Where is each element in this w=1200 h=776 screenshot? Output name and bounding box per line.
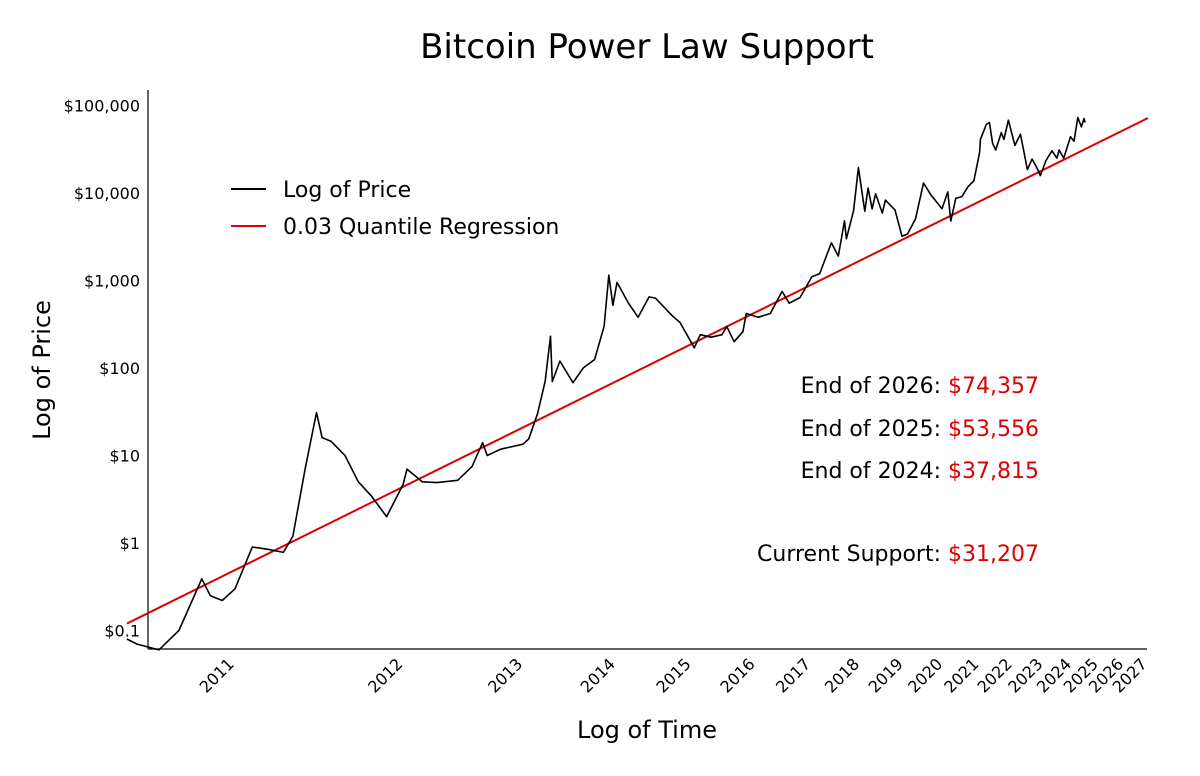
series-line-0-03-quantile-regression <box>126 117 1149 625</box>
x-tick-label: 2012 <box>364 654 406 696</box>
y-ticks: $0.1 $1 $10 $100 $1,000 $10,000 $100,000 <box>64 97 140 641</box>
x-tick-label: 2013 <box>484 654 526 696</box>
y-tick-label: $1,000 <box>84 272 140 291</box>
chart-title: Bitcoin Power Law Support <box>420 27 874 67</box>
y-tick-label: $100 <box>99 359 140 378</box>
x-tick-label: 2022 <box>974 654 1016 696</box>
x-tick-label: 2019 <box>865 654 907 696</box>
annotation-end-of-2024: End of 2024: $37,815 <box>801 459 1039 484</box>
x-tick-label: 2017 <box>772 654 814 696</box>
annotation-end-of-2025: End of 2025: $53,556 <box>801 417 1039 442</box>
y-tick-label: $10 <box>109 447 140 466</box>
y-tick-label: $0.1 <box>104 622 140 641</box>
legend: Log of Price 0.03 Quantile Regression <box>231 178 559 240</box>
annotation-label: End of 2024: <box>801 459 948 484</box>
y-tick-label: $1 <box>120 534 140 553</box>
x-tick-label: 2020 <box>904 654 946 696</box>
annotation-value: $74,357 <box>948 374 1039 399</box>
y-axis-label: Log of Price <box>28 300 56 440</box>
annotation-label: End of 2026: <box>801 374 948 399</box>
series-layer <box>126 116 1149 651</box>
series-line-log-of-price <box>126 116 1086 651</box>
x-axis-label: Log of Time <box>577 716 717 744</box>
annotation-label: Current Support: <box>757 542 948 567</box>
annotation-current-support: Current Support: $31,207 <box>757 542 1039 567</box>
x-ticks: 2011 2012 2013 2014 2015 2016 2017 2018 20192020… <box>196 654 1151 696</box>
x-tick-label: 2015 <box>652 654 694 696</box>
x-tick-label: 2021 <box>940 654 982 696</box>
x-tick-label: 2018 <box>821 654 863 696</box>
x-tick-label: 2014 <box>577 654 619 696</box>
annotation-label: End of 2025: <box>801 417 948 442</box>
annotation-end-of-2026: End of 2026: $74,357 <box>801 374 1039 399</box>
legend-label-log-of-price: Log of Price <box>283 178 411 203</box>
x-tick-label: 2011 <box>196 654 238 696</box>
legend-label-0-03-quantile-regression: 0.03 Quantile Regression <box>283 215 559 240</box>
annotation-value: $31,207 <box>948 542 1039 567</box>
annotation-value: $37,815 <box>948 459 1039 484</box>
x-tick-label: 2016 <box>716 654 758 696</box>
y-tick-label: $10,000 <box>74 184 140 203</box>
y-tick-label: $100,000 <box>64 97 140 116</box>
annotation-value: $53,556 <box>948 417 1039 442</box>
